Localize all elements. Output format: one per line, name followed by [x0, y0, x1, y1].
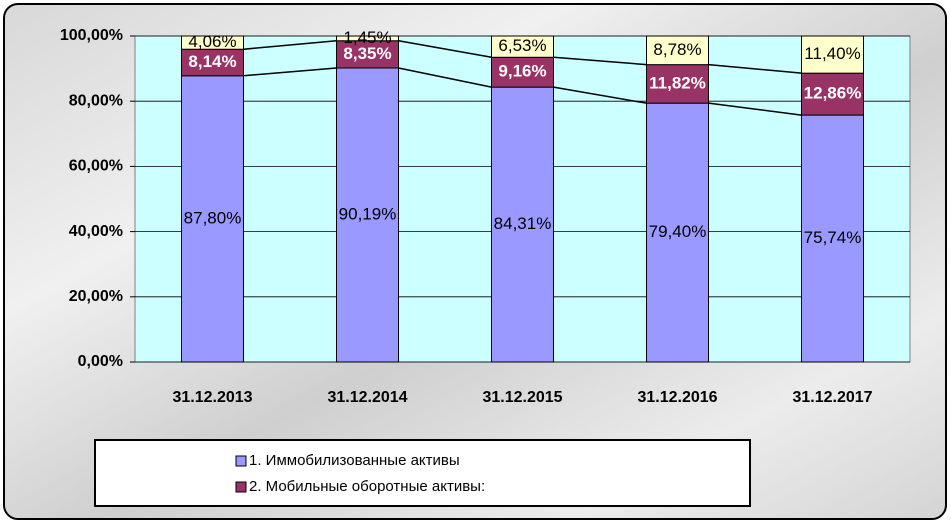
data-label: 9,16% — [498, 62, 546, 81]
x-tick-label: 31.12.2017 — [792, 389, 872, 406]
series-line — [708, 102, 802, 116]
data-label: 90,19% — [339, 204, 397, 223]
legend — [94, 439, 751, 507]
y-tick-label: 100,00% — [60, 27, 123, 44]
bar-segment — [646, 64, 709, 104]
x-tick-label: 31.12.2013 — [172, 389, 252, 406]
y-tick-label: 80,00% — [69, 92, 123, 109]
series-line — [553, 86, 647, 104]
legend-swatch — [235, 481, 247, 493]
series-line — [243, 40, 337, 50]
y-tick-label: 0,00% — [78, 353, 123, 370]
data-label: 8,35% — [343, 44, 391, 63]
series-line — [708, 63, 802, 74]
bar-segment — [491, 35, 554, 58]
series-line — [398, 67, 492, 88]
bar-segment — [801, 35, 864, 74]
data-label: 1,45% — [343, 28, 391, 47]
legend-label: 2. Мобильные оборотные активы: — [249, 478, 485, 495]
data-label: 12,86% — [804, 84, 862, 103]
x-tick-label: 31.12.2016 — [637, 389, 717, 406]
data-label: 4,06% — [188, 32, 236, 51]
bar-segment — [491, 86, 554, 363]
data-label: 75,74% — [804, 228, 862, 247]
data-label: 11,82% — [649, 73, 706, 92]
bar-segment — [181, 35, 244, 50]
bar-segment — [491, 56, 554, 88]
legend-label: 1. Иммобилизованные активы — [249, 452, 460, 469]
bar-segment — [646, 102, 709, 363]
bar-segment — [801, 72, 864, 116]
x-tick-label: 31.12.2014 — [327, 389, 407, 406]
data-label: 79,40% — [649, 222, 707, 241]
bar-segment — [336, 40, 399, 69]
data-label: 8,78% — [653, 40, 701, 59]
data-label: 84,31% — [494, 214, 552, 233]
legend-swatch — [235, 455, 247, 467]
series-line — [243, 67, 337, 77]
data-label: 6,53% — [498, 36, 546, 55]
data-label: 87,80% — [184, 208, 242, 227]
y-tick-label: 40,00% — [69, 223, 123, 240]
data-label: 8,14% — [188, 52, 236, 71]
series-line — [553, 56, 647, 66]
series-line — [398, 40, 492, 59]
y-tick-label: 60,00% — [69, 158, 123, 175]
bar-segment — [336, 35, 399, 42]
data-label: 11,40% — [804, 44, 860, 63]
x-tick-label: 31.12.2015 — [482, 389, 562, 406]
y-tick-label: 20,00% — [69, 288, 123, 305]
bar-segment — [646, 35, 709, 66]
